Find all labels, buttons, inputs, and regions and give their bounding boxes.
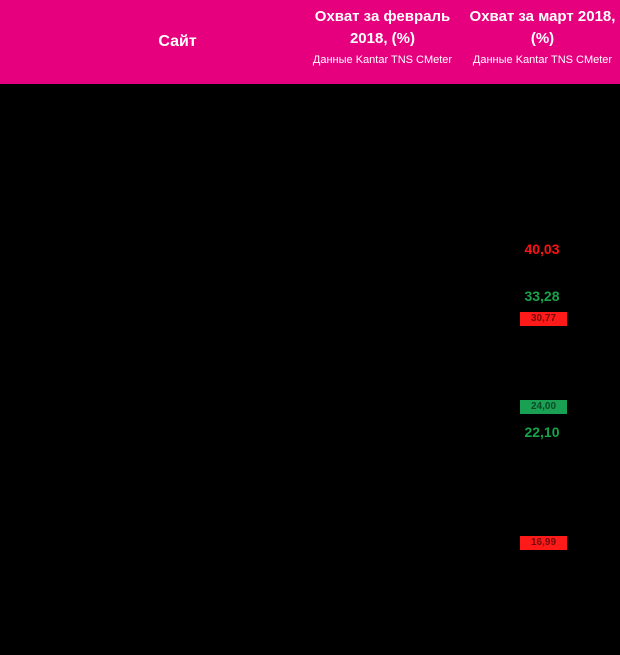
column-header-site: Сайт	[0, 0, 355, 84]
march-highlight-badge: 16,99	[520, 536, 567, 550]
march-highlight-badge: 24,00	[520, 400, 567, 414]
table-header: Сайт Охват за февраль 2018, (%) Данные K…	[0, 0, 620, 84]
february-title: Охват за февраль 2018, (%)	[314, 8, 451, 47]
march-title: Охват за март 2018, (%)	[469, 8, 616, 47]
march-value: 33,28	[524, 288, 560, 304]
column-header-february: Охват за февраль 2018, (%) Данные Kantar…	[300, 0, 465, 84]
march-highlight-badge: 30,77	[520, 312, 567, 326]
march-badge-value: 24,00	[530, 401, 557, 412]
february-source: Данные Kantar TNS CMeter	[312, 54, 453, 66]
table-body: 40,03 33,28 22,10 30,77 24,00 16,99	[0, 84, 620, 655]
march-value: 22,10	[524, 424, 560, 440]
march-value: 40,03	[524, 241, 560, 257]
march-badge-value: 30,77	[530, 313, 557, 324]
march-badge-value: 16,99	[530, 537, 557, 548]
site-header-label: Сайт	[158, 33, 197, 50]
march-source: Данные Kantar TNS CMeter	[472, 54, 613, 66]
column-header-march: Охват за март 2018, (%) Данные Kantar TN…	[465, 0, 620, 84]
